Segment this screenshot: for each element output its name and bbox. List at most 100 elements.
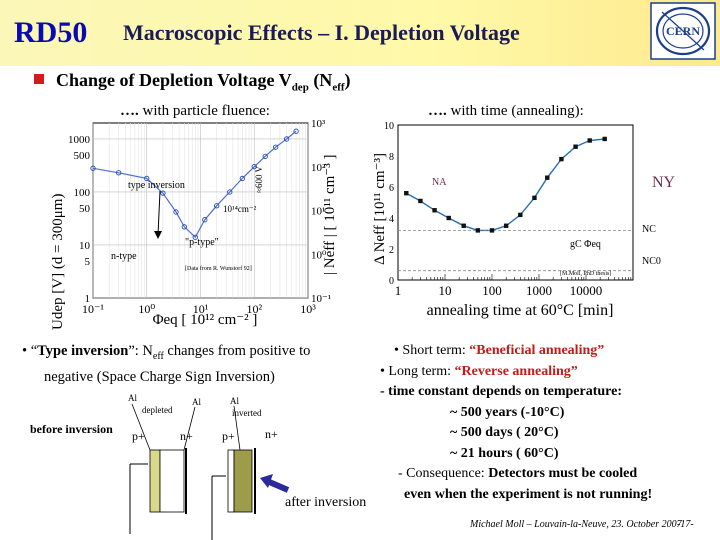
y-tick-label: 10 bbox=[384, 121, 394, 132]
left-dots: …. bbox=[120, 103, 143, 119]
arrow-head-icon bbox=[154, 231, 162, 239]
type-inversion-arrow bbox=[157, 190, 161, 236]
y-tick-label: 4 bbox=[389, 214, 394, 225]
y-tick-label: 2 bbox=[389, 245, 394, 256]
before-inversion-label: before inversion bbox=[30, 422, 113, 436]
y-right-tick-label: 10⁰ bbox=[311, 249, 327, 261]
n-plus-label-2: n+ bbox=[265, 427, 278, 441]
fluence-chart: 10⁻¹ 10⁰ 10¹ 10² 10³ 1000 500 100 50 10 5 1 10³ 10²… bbox=[50, 118, 338, 330]
subtitle-end: ) bbox=[344, 70, 351, 90]
y-right-tick-label: 10¹ bbox=[311, 206, 325, 218]
undepleted-region-before bbox=[159, 449, 185, 513]
fluence-data-point bbox=[251, 164, 257, 170]
fluence-y-right-label: | Neff | [ 10¹¹ cm⁻³ ] bbox=[322, 155, 338, 275]
note-time-constant: - time constant depends on temperature: bbox=[380, 384, 622, 399]
y-left-tick-label: 5 bbox=[85, 256, 91, 268]
note-long-term: • Long term: “Reverse annealing” bbox=[376, 362, 716, 383]
left-panel-heading: …. with particle fluence: bbox=[120, 103, 270, 120]
annealing-data-point bbox=[461, 223, 466, 228]
depleted-region-before bbox=[149, 449, 161, 513]
y-tick-label: 8 bbox=[389, 152, 394, 163]
cern-logo-text: CERN bbox=[666, 24, 700, 38]
subtitle-main: Change of Depletion Voltage V bbox=[56, 70, 292, 90]
note-left-text2: changes from positive to bbox=[163, 343, 311, 359]
al-pointer-1 bbox=[131, 403, 151, 451]
annealing-data-point bbox=[404, 191, 409, 196]
depleted-label: depleted bbox=[142, 405, 173, 415]
x-tick-label: 1 bbox=[395, 283, 402, 298]
note-left-text1: ”: N bbox=[128, 343, 153, 359]
fluence-data-point bbox=[181, 224, 187, 230]
p-type-label: "p-type" bbox=[185, 237, 219, 248]
al-pointer-3 bbox=[233, 405, 241, 451]
p-plus-label-1: p+ bbox=[132, 429, 145, 443]
x-tick-label: 10000 bbox=[570, 283, 603, 298]
fluence-data-point bbox=[239, 175, 245, 182]
annealing-data-point bbox=[532, 195, 537, 201]
footer-credit: Michael Moll – Louvain-la-Neuve, 23. Oct… bbox=[470, 519, 682, 530]
fluence-data-point bbox=[272, 144, 279, 150]
note-left-line2: negative (Space Charge Sign Inversion) bbox=[44, 368, 275, 385]
note-left-bullet: • “ bbox=[22, 343, 38, 359]
gc-label: gC Φeq bbox=[570, 239, 601, 250]
fluence-data-point bbox=[144, 175, 150, 182]
nc-label: NC bbox=[642, 224, 656, 235]
x-tick-label: 1000 bbox=[526, 283, 552, 298]
undepleted-region-after bbox=[227, 449, 235, 513]
x-tick-label: 10⁰ bbox=[138, 302, 155, 316]
annealing-data-point bbox=[559, 156, 564, 162]
annealing-points bbox=[404, 136, 607, 233]
fluence-curve bbox=[92, 130, 297, 239]
header-bar bbox=[0, 0, 720, 66]
nc0-label: NC0 bbox=[642, 256, 661, 267]
short-term-label: • Short term: bbox=[394, 343, 470, 358]
na-label: NA bbox=[432, 177, 447, 188]
al-label-3: Al bbox=[230, 396, 239, 406]
n-plus-label-1: n+ bbox=[180, 429, 193, 443]
fluence-data-point bbox=[227, 189, 233, 195]
note-short-term: • Short term: “Beneficial annealing” bbox=[376, 341, 716, 362]
fluence-data-point bbox=[173, 209, 179, 215]
y-left-tick-label: 50 bbox=[79, 203, 91, 215]
cern-logo: CERN bbox=[650, 2, 716, 60]
annealing-data-point bbox=[573, 144, 578, 149]
note-left-eff: eff bbox=[152, 350, 164, 362]
x-tick-label: 10⁻¹ bbox=[82, 302, 104, 316]
al-label-2: Al bbox=[192, 397, 201, 407]
annealing-plot-area bbox=[397, 124, 634, 281]
type-inversion-note: • “Type inversion”: Neff changes from po… bbox=[22, 341, 362, 387]
y-right-tick-label: 10³ bbox=[311, 118, 326, 130]
y-right-tick-label: 10⁻¹ bbox=[311, 293, 331, 305]
al-label-1: Al bbox=[128, 393, 137, 403]
fluence-data-point bbox=[115, 170, 122, 176]
beneficial-annealing: “Beneficial annealing” bbox=[469, 343, 605, 358]
fluence-x-ticks: 10⁻¹ 10⁰ 10¹ 10² 10³ bbox=[82, 302, 316, 316]
x-tick-label: 10³ bbox=[300, 302, 316, 316]
right-dots: …. bbox=[428, 103, 451, 119]
fluence-data-point bbox=[283, 136, 290, 142]
section-subtitle: Change of Depletion Voltage Vdep (Neff) bbox=[56, 70, 351, 94]
y-left-tick-label: 100 bbox=[74, 187, 91, 199]
fluence-data-point bbox=[214, 203, 220, 209]
note-left-term: Type inversion bbox=[37, 343, 129, 359]
y-left-tick-label: 1000 bbox=[68, 134, 91, 146]
y-tick-label: 6 bbox=[389, 183, 394, 194]
annealing-data-point bbox=[432, 208, 437, 213]
annealing-notes: • Short term: “Beneficial annealing” • L… bbox=[376, 341, 716, 505]
fluence-data-point bbox=[160, 190, 166, 196]
note-500-years: ~ 500 years (-10°C) bbox=[450, 404, 565, 420]
ny-label: NY bbox=[652, 174, 676, 191]
arrow-tip-icon bbox=[260, 474, 273, 488]
fluence-x-label: Φeq [ 10¹² cm⁻² ] bbox=[153, 312, 258, 328]
annealing-data-point bbox=[602, 136, 607, 142]
fluence-y-left-ticks: 1000 500 100 50 10 5 1 bbox=[68, 134, 91, 305]
bullet-square-icon bbox=[34, 74, 44, 84]
fluence-series-line bbox=[92, 130, 297, 239]
fluence-data-point bbox=[192, 234, 198, 240]
fluence-grid bbox=[92, 123, 309, 299]
x-tick-label: 10¹ bbox=[193, 302, 209, 316]
n-type-label: n-type bbox=[111, 251, 137, 262]
annealing-chart: 1 10 100 1000 10000 0 2 4 6 8 10 annealing time a… bbox=[372, 121, 676, 319]
fluence-data-point bbox=[90, 165, 96, 171]
inverted-label: inverted bbox=[232, 408, 262, 418]
